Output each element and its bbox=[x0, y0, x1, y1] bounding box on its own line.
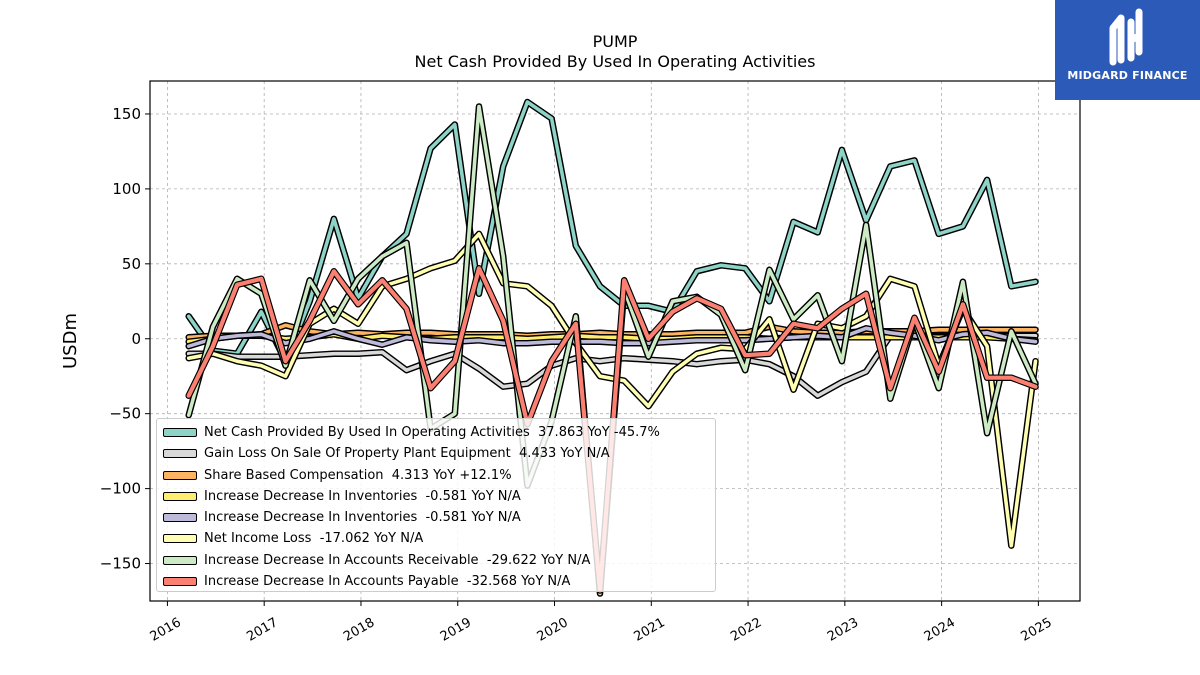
legend-label: Net Income Loss -17.062 YoY N/A bbox=[204, 531, 424, 547]
y-tick-label: 100 bbox=[112, 180, 141, 198]
legend-label: Net Cash Provided By Used In Operating A… bbox=[204, 425, 660, 440]
series-line bbox=[186, 100, 1038, 364]
legend-swatch bbox=[163, 491, 197, 501]
x-tick-label: 2022 bbox=[728, 615, 764, 645]
legend-swatch bbox=[163, 513, 197, 523]
x-tick-label: 2019 bbox=[438, 615, 474, 645]
legend-swatch bbox=[163, 428, 197, 437]
legend-swatch bbox=[163, 449, 197, 459]
legend-item: Increase Decrease In Accounts Receivable… bbox=[157, 551, 715, 572]
series-line bbox=[186, 326, 1038, 349]
y-tick-label: 150 bbox=[112, 105, 141, 123]
legend-label: Share Based Compensation 4.313 YoY +12.1… bbox=[204, 467, 512, 483]
legend-item: Gain Loss On Sale Of Property Plant Equi… bbox=[157, 444, 715, 465]
chart-title: PUMP bbox=[593, 32, 638, 51]
y-tick-label: 50 bbox=[122, 255, 141, 273]
series-4 bbox=[185, 325, 1039, 350]
plot-frame bbox=[149, 80, 1081, 602]
legend-item: Net Cash Provided By Used In Operating A… bbox=[157, 423, 715, 444]
legend-label: Gain Loss On Sale Of Property Plant Equi… bbox=[204, 446, 610, 462]
legend-swatch bbox=[163, 577, 197, 587]
y-tick-label: −50 bbox=[109, 405, 141, 423]
legend: Net Cash Provided By Used In Operating A… bbox=[156, 418, 716, 592]
y-axis: −150 −100 −50 0 50 100 150 bbox=[100, 105, 150, 573]
legend-item: Increase Decrease In Accounts Payable -3… bbox=[157, 572, 715, 593]
chart-subtitle: Net Cash Provided By Used In Operating A… bbox=[415, 52, 816, 71]
x-tick-label: 2021 bbox=[631, 615, 667, 645]
x-tick-label: 2023 bbox=[825, 615, 861, 645]
y-axis-label: USDm bbox=[60, 313, 81, 369]
legend-item: Share Based Compensation 4.313 YoY +12.1… bbox=[157, 466, 715, 487]
x-tick-label: 2024 bbox=[922, 615, 958, 645]
legend-swatch bbox=[163, 470, 197, 480]
legend-label: Increase Decrease In Inventories -0.581 … bbox=[204, 510, 521, 526]
legend-swatch bbox=[163, 555, 197, 565]
legend-label: Increase Decrease In Accounts Payable -3… bbox=[204, 574, 571, 590]
y-tick-label: −100 bbox=[100, 480, 141, 498]
legend-item: Net Income Loss -17.062 YoY N/A bbox=[157, 529, 715, 550]
x-tick-label: 2018 bbox=[341, 615, 377, 645]
y-tick-label: −150 bbox=[100, 555, 141, 573]
y-tick-label: 0 bbox=[131, 330, 141, 348]
x-tick-label: 2025 bbox=[1019, 615, 1055, 645]
legend-label: Increase Decrease In Accounts Receivable… bbox=[204, 552, 591, 568]
x-tick-label: 2016 bbox=[148, 615, 184, 645]
legend-item: Increase Decrease In Inventories -0.581 … bbox=[157, 487, 715, 508]
x-tick-label: 2020 bbox=[535, 615, 571, 645]
midgard-logo-icon bbox=[1109, 8, 1143, 66]
brand-logo: MIDGARD FINANCE bbox=[1055, 0, 1200, 100]
x-axis: 2016 2017 2018 2019 2020 2021 2022 2023 2024 2025 bbox=[148, 601, 1055, 645]
legend-swatch bbox=[163, 534, 197, 544]
legend-item: Increase Decrease In Inventories -0.581 … bbox=[157, 508, 715, 529]
brand-name: MIDGARD FINANCE bbox=[1067, 69, 1188, 82]
x-tick-label: 2017 bbox=[244, 615, 280, 645]
series-0 bbox=[185, 98, 1039, 365]
legend-label: Increase Decrease In Inventories -0.581 … bbox=[204, 488, 521, 504]
